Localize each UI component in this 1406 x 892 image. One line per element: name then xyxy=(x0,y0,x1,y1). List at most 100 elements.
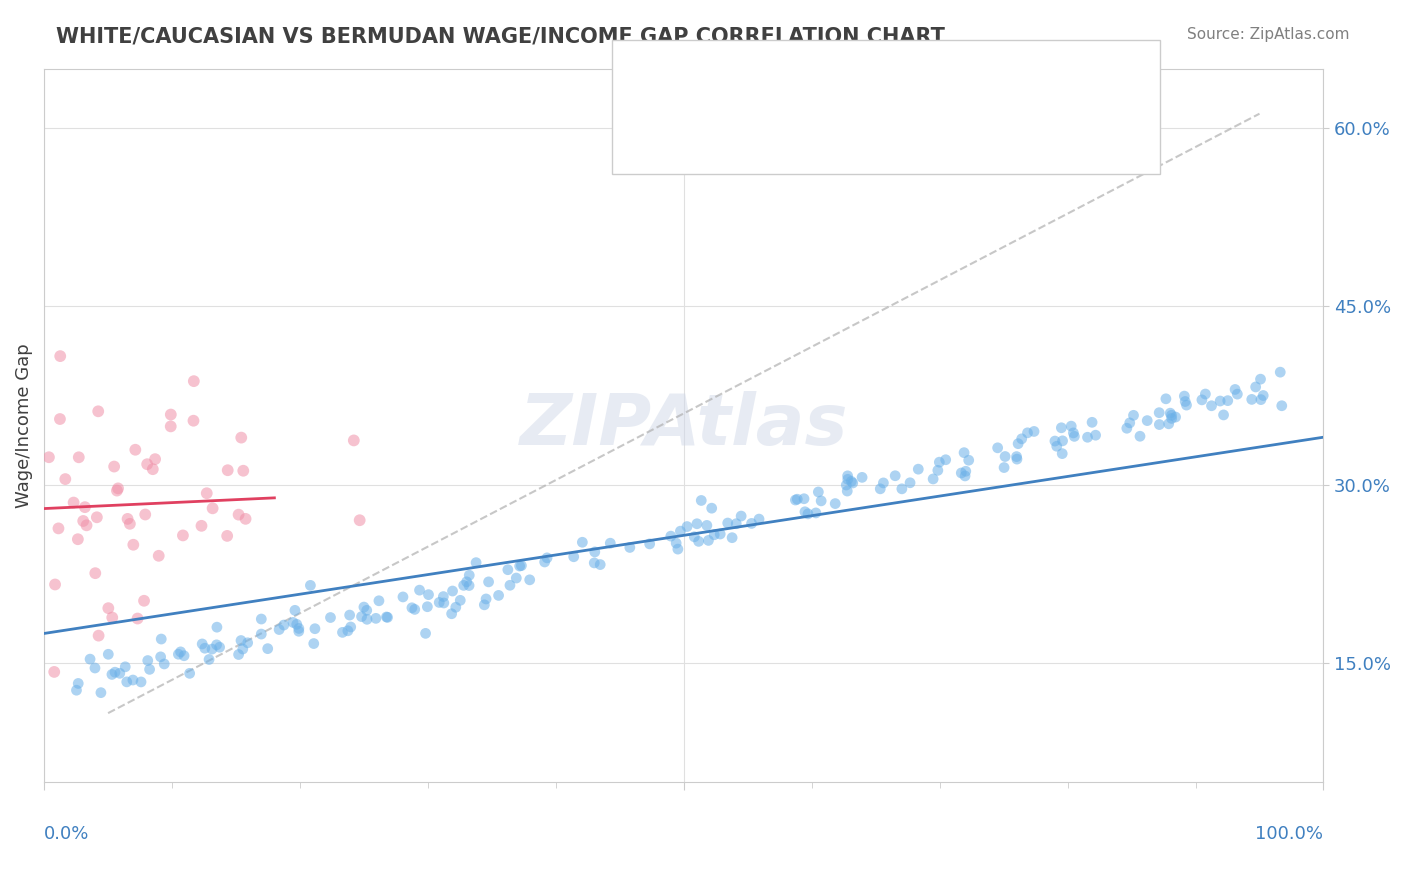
Point xyxy=(1271,399,1294,413)
Point xyxy=(519,573,541,587)
Point xyxy=(841,475,863,490)
Point xyxy=(1122,409,1144,423)
Point xyxy=(1076,430,1098,444)
Legend: R = 0.954   N = 200, R = 0.098   N =  49: R = 0.954 N = 200, R = 0.098 N = 49 xyxy=(700,71,974,160)
Point xyxy=(250,612,273,626)
Point xyxy=(955,464,977,478)
Point xyxy=(1174,394,1197,409)
Y-axis label: Wage/Income Gap: Wage/Income Gap xyxy=(15,343,32,508)
Point xyxy=(416,599,439,614)
Point xyxy=(138,662,160,676)
Point xyxy=(118,516,141,531)
Point xyxy=(353,600,375,615)
Point xyxy=(183,374,205,388)
Point xyxy=(898,475,921,490)
Point xyxy=(1022,425,1045,439)
Point xyxy=(38,450,60,465)
Point xyxy=(284,603,307,617)
Point xyxy=(1046,439,1069,453)
Point xyxy=(700,501,723,516)
Point xyxy=(935,452,957,467)
Point xyxy=(1050,421,1073,435)
Point xyxy=(690,493,713,508)
Point xyxy=(433,596,456,610)
Point xyxy=(153,657,176,671)
Point xyxy=(288,624,311,639)
Point xyxy=(198,652,221,666)
Point xyxy=(129,675,152,690)
Point xyxy=(458,568,481,582)
Point xyxy=(127,611,149,625)
Point xyxy=(1052,434,1074,448)
Point xyxy=(122,673,145,687)
Point xyxy=(1081,415,1104,429)
Point xyxy=(304,622,326,636)
Point xyxy=(377,610,399,624)
Point xyxy=(149,649,172,664)
Point xyxy=(67,450,90,465)
Point xyxy=(1244,380,1267,394)
Point xyxy=(748,512,770,526)
Point xyxy=(676,519,699,533)
Point xyxy=(302,636,325,650)
Point xyxy=(659,529,682,543)
Point xyxy=(235,512,257,526)
Point xyxy=(453,578,475,592)
Point xyxy=(415,626,437,640)
Point xyxy=(458,578,481,592)
Point xyxy=(427,595,450,609)
Point xyxy=(785,493,807,508)
Point xyxy=(1173,389,1195,403)
Text: Source: ZipAtlas.com: Source: ZipAtlas.com xyxy=(1187,27,1350,42)
Point xyxy=(87,629,110,643)
Point xyxy=(79,652,101,666)
Text: ZIPAtlas: ZIPAtlas xyxy=(520,391,848,459)
Point xyxy=(804,506,827,520)
Point xyxy=(686,516,709,531)
Point xyxy=(1250,372,1272,386)
Point xyxy=(392,590,415,604)
Point xyxy=(408,583,430,598)
Point xyxy=(101,667,124,681)
Point xyxy=(236,636,259,650)
Point xyxy=(475,591,498,606)
Point xyxy=(688,534,710,549)
Point xyxy=(1007,436,1029,450)
Point xyxy=(957,453,980,467)
Point xyxy=(49,349,72,363)
Point xyxy=(299,578,322,592)
Point xyxy=(172,528,194,542)
Point xyxy=(44,577,66,591)
Point xyxy=(786,492,808,507)
Point xyxy=(134,508,156,522)
Point xyxy=(536,550,558,565)
Point xyxy=(510,558,533,573)
Point xyxy=(205,638,228,652)
Point xyxy=(375,610,398,624)
Point xyxy=(869,482,891,496)
Point xyxy=(205,620,228,634)
Point xyxy=(717,516,740,530)
Point xyxy=(169,645,191,659)
Point xyxy=(927,463,949,477)
Point xyxy=(1223,383,1246,397)
Point xyxy=(465,556,488,570)
Point xyxy=(1175,398,1198,412)
Point xyxy=(201,642,224,657)
Point xyxy=(1084,428,1107,442)
Point xyxy=(499,578,522,592)
Point xyxy=(797,507,820,521)
Point xyxy=(669,524,692,538)
Point xyxy=(993,460,1015,475)
Point xyxy=(1050,447,1073,461)
Point xyxy=(432,590,454,604)
Point xyxy=(136,457,159,471)
Point xyxy=(232,642,254,657)
Point xyxy=(150,632,173,646)
Point xyxy=(49,412,72,426)
Point xyxy=(67,676,90,690)
Point xyxy=(1043,434,1066,448)
Point xyxy=(810,494,832,508)
Point xyxy=(1063,429,1085,443)
Point xyxy=(107,482,129,496)
